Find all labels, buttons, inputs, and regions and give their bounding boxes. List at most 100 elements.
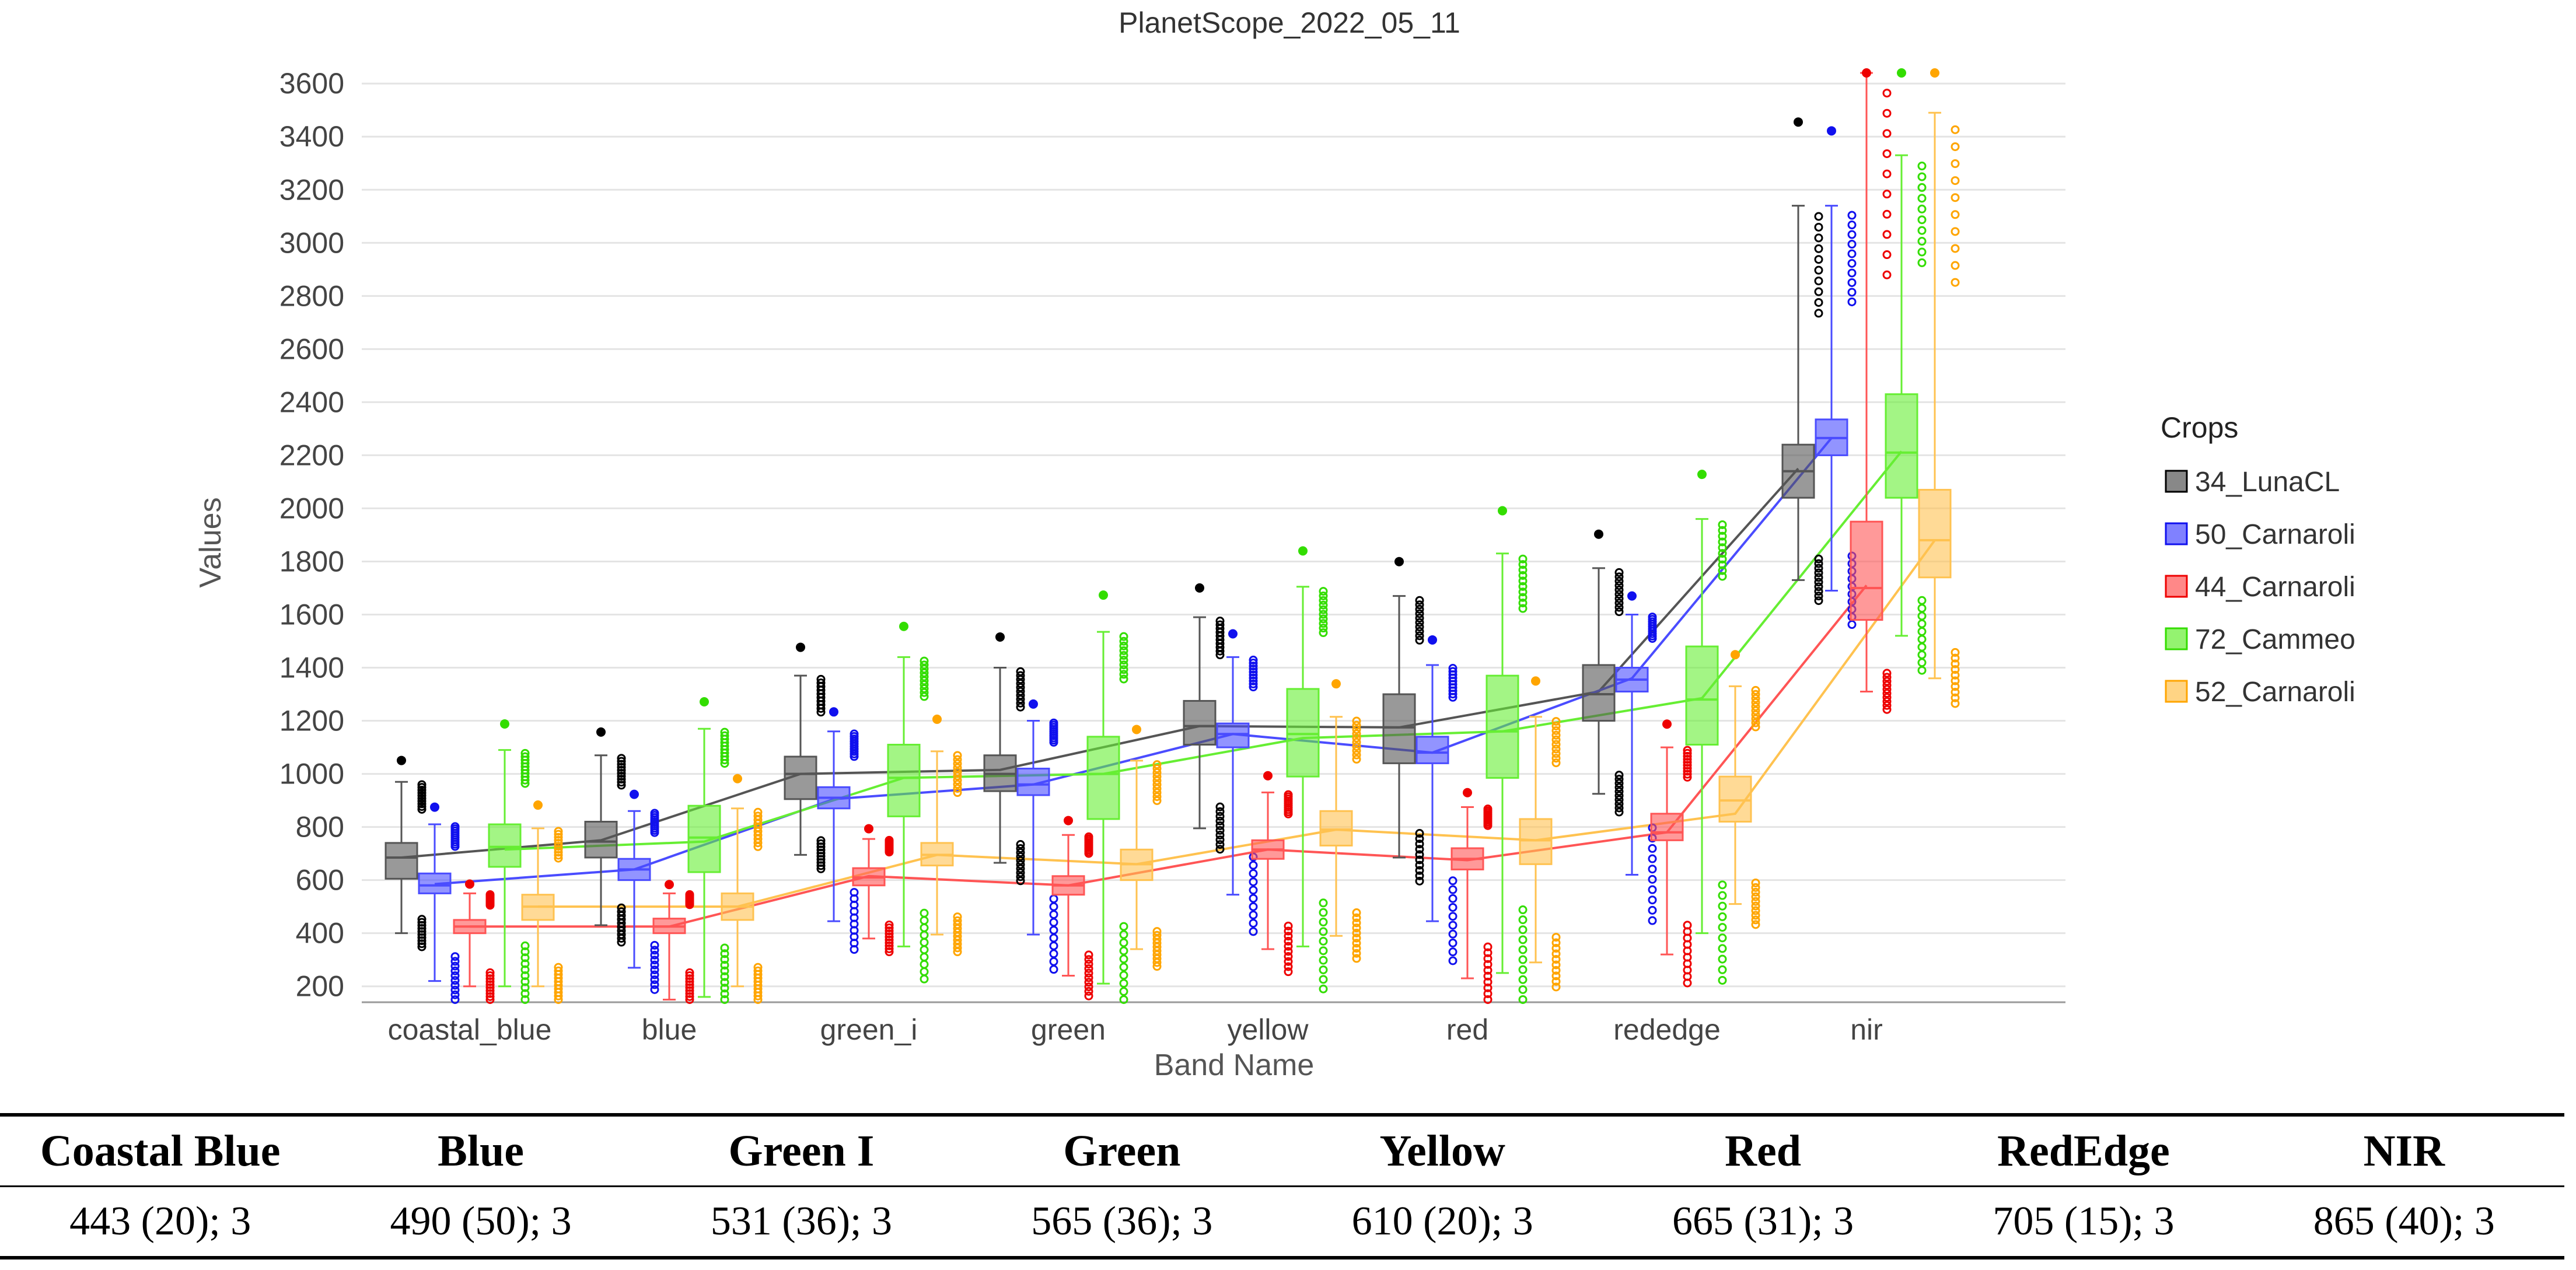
outlier-point	[1814, 578, 1823, 587]
outlier-point	[1319, 984, 1328, 993]
outlier-point	[1319, 936, 1328, 946]
outlier-point	[1917, 596, 1927, 605]
outlier-point	[1847, 268, 1857, 278]
outlier-point	[920, 967, 929, 977]
outlier-point	[1751, 911, 1760, 920]
outlier-point	[700, 697, 709, 707]
box-72_Cammeo-yellow	[1286, 546, 1328, 993]
box-50_Carnaroli-red	[1415, 635, 1457, 965]
outlier-point	[1718, 912, 1727, 921]
box-34_LunaCL-nir	[1781, 117, 1823, 606]
iqr-box	[1718, 775, 1752, 823]
outlier-point	[485, 980, 495, 989]
y-tick-label: 800	[296, 811, 344, 844]
outlier-point	[1882, 149, 1892, 158]
box-50_Carnaroli-nir	[1815, 126, 1857, 629]
outlier-point	[1951, 278, 1960, 287]
outlier-point	[1814, 559, 1823, 568]
outlier-point	[1518, 905, 1528, 915]
outlier-point	[1951, 261, 1960, 270]
outlier-point	[1352, 908, 1361, 918]
outlier-point	[1119, 674, 1128, 684]
outlier-point	[920, 664, 929, 674]
outlier-point	[1882, 685, 1892, 694]
iqr-box	[1319, 810, 1353, 846]
outlier-point	[1718, 901, 1727, 911]
outlier-point	[1215, 840, 1225, 849]
outlier-point	[1263, 771, 1273, 781]
outlier-point	[1648, 895, 1657, 905]
outlier-point	[1551, 949, 1561, 958]
outlier-point	[1049, 718, 1058, 727]
outlier-point	[554, 842, 563, 851]
outlier-point	[1751, 722, 1760, 732]
x-axis-ticks: coastal_blue blue green_i green yellow red red…	[388, 1013, 1883, 1046]
outlier-point	[1614, 603, 1624, 612]
box-34_LunaCL-coastal_blue	[385, 755, 427, 951]
outlier-point	[885, 947, 894, 957]
outlier-point	[520, 977, 530, 986]
outlier-point	[1551, 977, 1561, 986]
outlier-point	[1718, 965, 1727, 974]
outlier-point	[1352, 737, 1361, 747]
outlier-point	[617, 903, 626, 912]
outlier-point	[1751, 706, 1760, 715]
outlier-point	[1882, 701, 1892, 710]
outlier-point	[1518, 593, 1528, 602]
outlier-point	[450, 976, 460, 985]
outlier-point	[1152, 927, 1162, 936]
outlier-point	[1415, 866, 1424, 875]
outlier-point	[1119, 995, 1128, 1004]
outlier-point	[1483, 942, 1493, 951]
outlier-point	[1718, 549, 1727, 558]
outlier-point	[1284, 921, 1293, 930]
outlier-point	[1049, 933, 1058, 943]
outlier-point	[1215, 802, 1225, 811]
outlier-point	[1319, 610, 1328, 619]
outlier-point	[1016, 852, 1025, 861]
legend-label: 50_Carnaroli	[2195, 519, 2355, 550]
outlier-point	[1284, 957, 1293, 966]
iqr-box	[784, 755, 817, 800]
outlier-point	[829, 707, 838, 717]
outlier-point	[1648, 916, 1657, 925]
outlier-point	[1498, 506, 1507, 516]
outlier-point	[733, 774, 742, 783]
outlier-point	[1152, 930, 1162, 940]
outlier-point	[1152, 760, 1162, 769]
outlier-point	[1518, 915, 1528, 925]
outlier-point	[554, 830, 563, 839]
outlier-point	[1084, 955, 1093, 964]
outlier-point	[1518, 945, 1528, 954]
outlier-point	[1352, 725, 1361, 734]
outlier-point	[1683, 769, 1692, 779]
outlier-point	[953, 788, 962, 797]
outlier-point	[450, 957, 460, 966]
outlier-point	[1483, 954, 1493, 963]
outlier-point	[1352, 918, 1361, 928]
box-34_LunaCL-blue	[584, 727, 626, 947]
outlier-point	[1448, 894, 1457, 903]
outlier-point	[450, 985, 460, 995]
outlier-point	[1862, 68, 1871, 78]
outlier-point	[1731, 650, 1740, 660]
outlier-point	[1614, 795, 1624, 804]
box-34_LunaCL-yellow	[1183, 583, 1225, 854]
outlier-point	[920, 672, 929, 681]
outlier-point	[753, 811, 763, 821]
outlier-point	[1951, 142, 1960, 151]
series-mean-line	[470, 585, 1868, 928]
outlier-point	[1951, 125, 1960, 134]
outlier-point	[1284, 790, 1293, 799]
box-44_Carnaroli-red	[1450, 788, 1493, 1004]
outlier-point	[1951, 693, 1960, 702]
outlier-point	[1683, 748, 1692, 758]
outlier-point	[1119, 641, 1128, 650]
outlier-point	[1683, 921, 1692, 930]
legend-swatch	[2165, 575, 2188, 598]
outlier-point	[1084, 950, 1093, 960]
table-row: 443 (20); 3 490 (50); 3 531 (36); 3 565 …	[0, 1186, 2564, 1259]
outlier-point	[520, 959, 530, 968]
outlier-point	[1016, 683, 1025, 692]
outlier-point	[485, 968, 495, 977]
